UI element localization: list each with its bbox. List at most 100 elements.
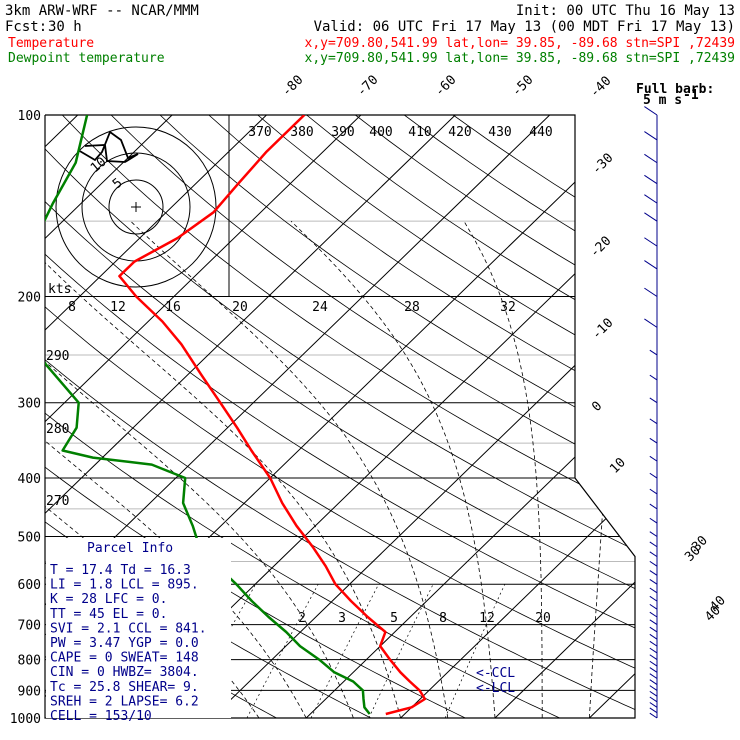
lcl-annotation: <-LCL — [476, 681, 515, 696]
wind-barb — [649, 696, 658, 703]
dry-adiabat-330 — [45, 115, 635, 718]
wind-barb — [644, 287, 658, 297]
isotherm-label-10: 10 — [607, 455, 629, 477]
wind-barb — [644, 174, 658, 185]
parcel-info-box — [46, 538, 231, 718]
parcel-info-row: PW = 3.47 YGP = 0.0 — [50, 636, 199, 651]
barb-legend-exponent: -1 — [683, 88, 699, 103]
wind-barb — [644, 260, 658, 270]
parcel-info-row: LI = 1.8 LCL = 895. — [50, 578, 199, 593]
mixing-ratio-label-5: 5 — [390, 611, 398, 626]
pressure-tick-label-300: 300 — [18, 397, 41, 412]
wind-barb — [649, 551, 658, 558]
dry-adiabat-label-270: 270 — [46, 494, 69, 509]
wind-barb — [644, 153, 658, 164]
wind-barb — [649, 660, 658, 667]
dry-adiabat-320 — [45, 115, 635, 718]
theta-e-label-12: 12 — [110, 300, 126, 315]
wind-barb — [649, 647, 658, 654]
wind-barb — [649, 679, 658, 685]
wind-barb — [649, 488, 658, 495]
hodograph-units-label: kts — [48, 282, 71, 297]
wind-barb — [649, 503, 658, 510]
wind-barb — [644, 106, 658, 116]
pressure-tick-label-800: 800 — [18, 654, 41, 669]
parcel-info-row: Tc = 25.8 SHEAR= 9. — [50, 680, 199, 695]
dry-adiabat-250 — [0, 115, 13, 731]
dry-adiabat-390 — [159, 115, 635, 718]
wind-barb — [649, 707, 658, 714]
isotherm-label--80: -80 — [279, 73, 306, 100]
wind-barb — [649, 595, 658, 602]
model-title: 3km ARW-WRF -- NCAR/MMM — [5, 3, 199, 19]
isotherm-0 — [211, 115, 635, 718]
moist-adiabat-30 — [290, 220, 496, 718]
mixing-ratio-label-8: 8 — [439, 611, 447, 626]
parcel-info-title: Parcel Info — [87, 541, 173, 556]
parcel-info-row: K = 28 LFC = 0. — [50, 592, 167, 607]
wind-barb — [644, 237, 658, 247]
dry-adiabat-340 — [45, 115, 635, 718]
mixing-ratio-label-3: 3 — [338, 611, 346, 626]
isotherm-20 — [400, 115, 635, 718]
moist-adiabat-35 — [463, 220, 543, 718]
isotherm-label--50: -50 — [509, 73, 536, 100]
dry-adiabat-360 — [45, 115, 635, 718]
parcel-info-row: T = 17.4 Td = 16.3 — [50, 563, 191, 578]
theta-label-400: 400 — [369, 125, 392, 140]
wind-barb — [649, 472, 658, 479]
isotherm--40 — [45, 115, 456, 718]
isotherm--50 — [45, 115, 362, 718]
wind-barb — [644, 194, 658, 204]
mixing-ratio-label-20: 20 — [535, 611, 551, 626]
dry-adiabat-420 — [306, 115, 635, 718]
theta-e-label-24: 24 — [312, 300, 328, 315]
parcel-info-row: SVI = 2.1 CCL = 841. — [50, 621, 207, 636]
wind-barb — [649, 673, 658, 679]
wind-barb — [644, 318, 658, 328]
theta-e-label-8: 8 — [68, 300, 76, 315]
pressure-tick-label-700: 700 — [18, 619, 41, 634]
theta-label-390: 390 — [331, 125, 354, 140]
legend-dewpoint: Dewpoint temperature — [8, 51, 165, 66]
isotherm-label--40: -40 — [587, 74, 614, 101]
plot-frame — [44, 114, 636, 719]
wind-barb — [649, 579, 658, 585]
pressure-tick-label-600: 600 — [18, 578, 41, 593]
parcel-info-row: CIN = 0 HWBZ= 3804. — [50, 665, 199, 680]
dry-adiabat-350 — [45, 115, 635, 718]
dry-adiabat-400 — [208, 115, 635, 718]
wind-barb — [644, 212, 658, 222]
dry-adiabat-label-290: 290 — [46, 349, 69, 364]
mixing-ratio-label-2: 2 — [298, 611, 306, 626]
pressure-tick-label-500: 500 — [18, 530, 41, 545]
pressure-tick-label-900: 900 — [18, 684, 41, 699]
mixing-ratio-8 — [310, 584, 379, 718]
moist-adiabat-40 — [589, 221, 610, 718]
forecast-label: Fcst: — [5, 19, 47, 35]
wind-barb — [649, 531, 658, 537]
wind-barb — [644, 131, 658, 141]
pressure-tick-label-100: 100 — [18, 109, 41, 124]
isotherm--30 — [45, 115, 551, 718]
wind-barb — [649, 587, 658, 594]
hodograph-ring-label-5: 5 — [110, 176, 126, 193]
wind-barb — [649, 437, 658, 444]
isotherm-label--60: -60 — [432, 73, 459, 100]
forecast-hours: 30 h — [48, 19, 82, 35]
moist-adiabat-15 — [45, 220, 354, 718]
barb-legend-line2: 5 m s — [643, 93, 682, 108]
isotherm-label--70: -70 — [354, 73, 381, 100]
parcel-info-row: CAPE = 0 SWEAT= 148 — [50, 651, 199, 666]
isotherm-label-0: 0 — [589, 399, 605, 415]
mixing-ratio-5 — [246, 584, 319, 718]
wind-barb — [649, 685, 658, 691]
theta-e-label-16: 16 — [165, 300, 181, 315]
theta-e-label-20: 20 — [232, 300, 248, 315]
wind-barb — [649, 667, 658, 673]
parcel-info-row: SREH = 2 LAPSE= 6.2 — [50, 694, 199, 709]
hodograph-ring-2 — [108, 179, 164, 235]
isotherm--70 — [45, 115, 173, 718]
wind-barb — [649, 690, 658, 697]
wind-barb — [649, 541, 658, 548]
